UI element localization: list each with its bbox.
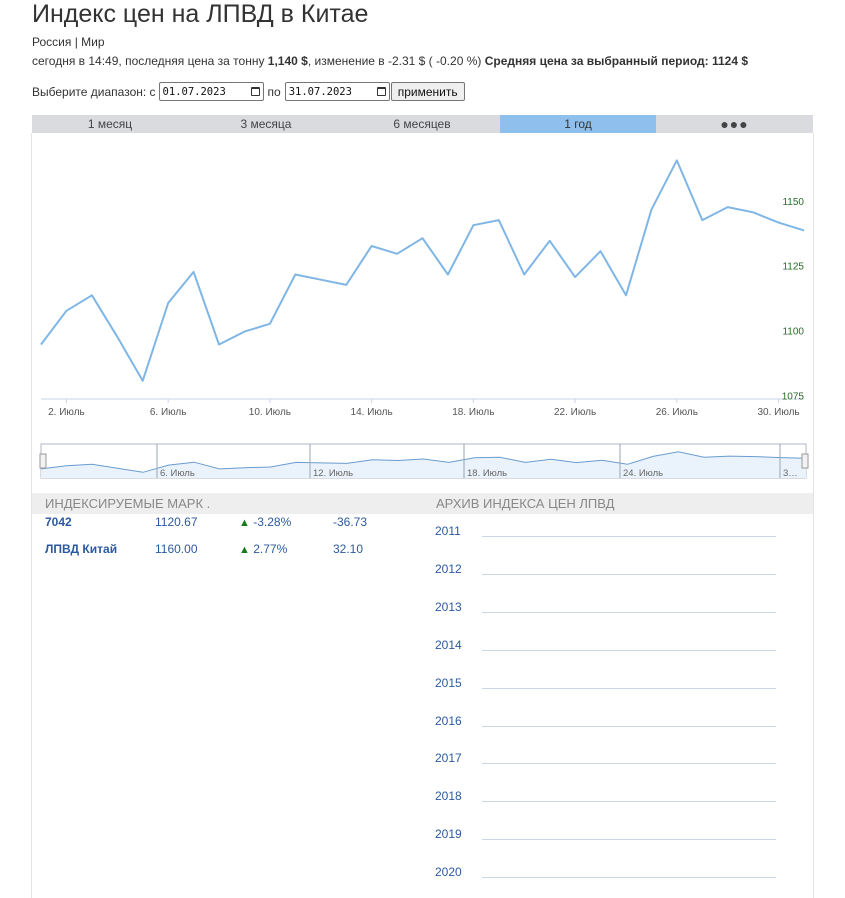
navigator-label: 12. Июль: [313, 468, 353, 479]
series-line: [40, 159, 805, 382]
archive-year-link[interactable]: 2019: [435, 827, 462, 841]
price-chart: 1075 1100 1125 1150 2. Июль 6. Июль 10. Июль 14…: [39, 159, 809, 479]
tab-1-month[interactable]: 1 месяц: [87, 117, 133, 131]
index-row: ЛПВД Китай 1160.00 ▲ 2.77% 32.10: [45, 542, 393, 556]
navigator-label: 6. Июль: [160, 468, 195, 479]
x-tick-label: 26. Июль: [656, 407, 698, 418]
x-tick-label: 22. Июль: [554, 407, 596, 418]
archive-row-2020[interactable]: 2020: [435, 865, 780, 885]
archive-row-2017[interactable]: 2017: [435, 751, 780, 771]
avg-value: 1124 $: [711, 54, 749, 68]
x-tick-label: 30. Июль: [757, 407, 799, 418]
index-price: 1160.00: [155, 542, 198, 556]
index-pct-change: ▲ 2.77%: [239, 542, 333, 556]
date-from-value: 01.07.2023: [162, 85, 226, 98]
breadcrumb: Россия | Мир: [32, 35, 105, 49]
archive-divider: [482, 877, 776, 878]
archive-divider: [482, 839, 776, 840]
navigator-handle-left[interactable]: [39, 453, 47, 469]
archive-row-2015[interactable]: 2015: [435, 676, 780, 696]
tab-3-months[interactable]: 3 месяца: [240, 117, 292, 131]
navigator-area: [41, 451, 806, 478]
archive-year-link[interactable]: 2018: [435, 789, 462, 803]
archive-divider: [482, 801, 776, 802]
archive-year-link[interactable]: 2012: [435, 562, 462, 576]
archive-year-link[interactable]: 2017: [435, 751, 462, 765]
tab-more[interactable]: ●●●: [720, 116, 749, 132]
navigator: 6. Июль 12. Июль 18. Июль 24. Июль 3…: [39, 443, 809, 479]
archive-year-link[interactable]: 2016: [435, 714, 462, 728]
archive-divider: [482, 726, 776, 727]
archive-year-link[interactable]: 2014: [435, 638, 462, 652]
up-arrow-icon: ▲: [239, 517, 250, 529]
archive-year-link[interactable]: 2015: [435, 676, 462, 690]
indices-header: ИНДЕКСИРУЕМЫЕ МАРК .: [32, 493, 427, 514]
archive-divider: [482, 612, 776, 613]
navigator-line: [40, 451, 807, 473]
archive-row-2014[interactable]: 2014: [435, 638, 780, 658]
archive-row-2016[interactable]: 2016: [435, 714, 780, 734]
range-label: Выберите диапазон: с: [32, 84, 156, 99]
tab-6-months[interactable]: 6 месяцев: [393, 117, 451, 131]
archive-year-link[interactable]: 2011: [435, 524, 461, 538]
archive-row-2018[interactable]: 2018: [435, 789, 780, 809]
date-to-input[interactable]: 31.07.2023: [284, 82, 390, 101]
archive-divider: [482, 688, 776, 689]
archive-year-link[interactable]: 2020: [435, 865, 462, 879]
calendar-icon[interactable]: [250, 87, 260, 96]
index-abs-change: 32.10: [333, 542, 364, 556]
index-price: 1120.67: [155, 515, 198, 529]
main-plot-area: 1075 1100 1125 1150 2. Июль 6. Июль 10. Июль 14…: [40, 159, 805, 418]
apply-button[interactable]: применить: [390, 82, 465, 101]
archive-header: АРХИВ ИНДЕКСА ЦЕН ЛПВД: [423, 493, 813, 514]
price-info: сегодня в 14:49, последняя цена за тонну…: [32, 54, 748, 68]
info-prefix: сегодня в 14:49, последняя цена за тонну: [32, 54, 265, 68]
archive-divider: [482, 763, 776, 764]
navigator-handle-right[interactable]: [801, 453, 809, 469]
archive-divider: [482, 650, 776, 651]
calendar-icon[interactable]: [376, 87, 386, 96]
date-to-value: 31.07.2023: [288, 85, 352, 98]
x-tick-label: 10. Июль: [249, 407, 291, 418]
index-pct-change: ▲ -3.28%: [239, 515, 333, 529]
date-range-selector: Выберите диапазон: с 01.07.2023 по 31.07…: [32, 82, 465, 101]
archive-divider: [482, 536, 776, 537]
archive-row-2013[interactable]: 2013: [435, 600, 780, 620]
index-row: 7042 1120.67 ▲ -3.28% -36.73: [45, 515, 393, 529]
x-tick-label: 2. Июль: [48, 407, 85, 418]
content-frame: 1075 1100 1125 1150 2. Июль 6. Июль 10. Июль 14…: [31, 133, 814, 898]
archive-row-2019[interactable]: 2019: [435, 827, 780, 847]
index-pct-value: -3.28%: [253, 515, 292, 529]
crumb-separator: |: [74, 35, 78, 49]
navigator-label: 24. Июль: [623, 468, 663, 479]
x-tick-label: 6. Июль: [150, 407, 187, 418]
y-tick-label: 1125: [782, 262, 804, 273]
index-name-link[interactable]: 7042: [45, 515, 72, 529]
archive-row-2011[interactable]: 2011: [435, 524, 780, 544]
archive-divider: [482, 574, 776, 575]
index-name-link[interactable]: ЛПВД Китай: [45, 542, 118, 556]
range-to-label: по: [267, 84, 281, 99]
x-tick-label: 14. Июль: [351, 407, 393, 418]
change-text: , изменение в -2.31 $ ( -0.20 %): [307, 54, 482, 68]
page-title: Индекс цен на ЛПВД в Китае: [32, 0, 369, 28]
period-tabs: 1 месяц 3 месяца 6 месяцев 1 год ●●●: [32, 115, 813, 133]
y-tick-label: 1150: [782, 197, 804, 208]
archive-row-2012[interactable]: 2012: [435, 562, 780, 582]
archive-year-link[interactable]: 2013: [435, 600, 462, 614]
crumb-russia[interactable]: Россия: [32, 35, 72, 49]
y-tick-label: 1075: [782, 391, 805, 402]
index-abs-change: -36.73: [333, 515, 368, 529]
tab-1-year[interactable]: 1 год: [500, 115, 656, 133]
last-price: 1,140 $: [267, 54, 308, 68]
index-pct-value: 2.77%: [253, 542, 288, 556]
up-arrow-icon: ▲: [239, 544, 250, 556]
date-from-input[interactable]: 01.07.2023: [158, 82, 264, 101]
navigator-label: 18. Июль: [467, 468, 507, 479]
x-tick-label: 18. Июль: [452, 407, 494, 418]
avg-label: Средняя цена за выбранный период:: [484, 54, 709, 68]
y-tick-label: 1100: [782, 327, 804, 338]
crumb-world[interactable]: Мир: [81, 35, 105, 49]
navigator-label: 3…: [783, 468, 798, 479]
